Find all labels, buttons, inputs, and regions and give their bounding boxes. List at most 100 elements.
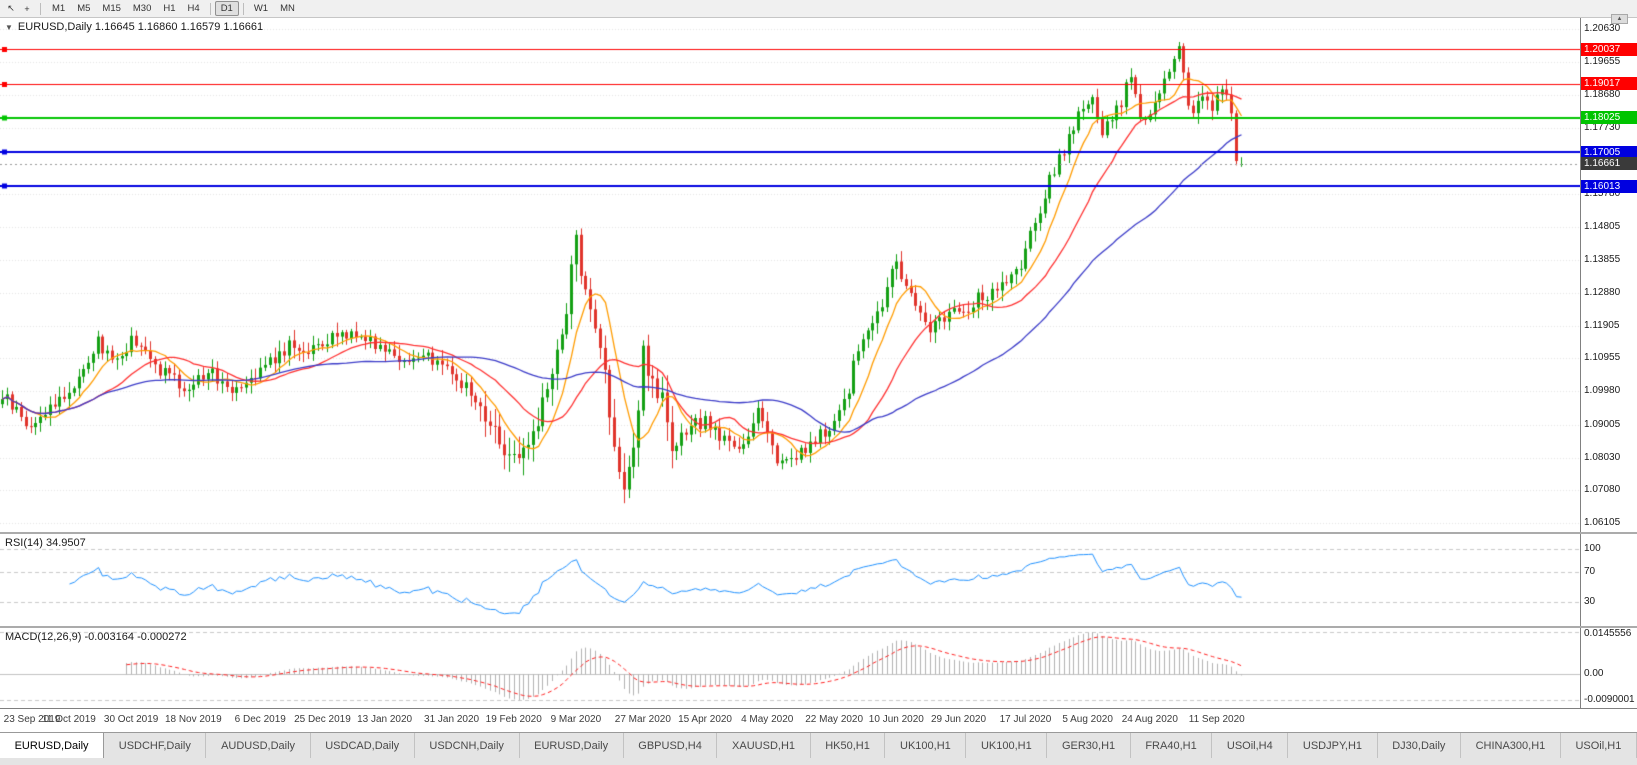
- date-label: 29 Jun 2020: [930, 714, 987, 725]
- scroll-up-button[interactable]: ▲: [1611, 14, 1628, 24]
- date-label: 13 Jan 2020: [357, 714, 413, 725]
- rsi-tick: 100: [1584, 543, 1601, 555]
- panel-splitter-2[interactable]: [0, 626, 1637, 628]
- price-tick: 1.08030: [1584, 451, 1621, 463]
- tab-usoil-h4-13[interactable]: USOil,H4: [1212, 733, 1289, 758]
- tab-usdcad-daily-3[interactable]: USDCAD,Daily: [310, 733, 415, 758]
- tab-fra40-h1-12[interactable]: FRA40,H1: [1130, 733, 1213, 758]
- macd-title-text: MACD(12,26,9) -0.003164 -0.000272: [5, 631, 187, 643]
- macd-tick: 0.0145556: [1584, 628, 1632, 639]
- macd-axis: 0.0145556 0.00 -0.0090001: [1580, 628, 1637, 708]
- tab-eurusd-daily-0[interactable]: EURUSD,Daily: [0, 733, 105, 758]
- tab-hk50-h1-8[interactable]: HK50,H1: [810, 733, 886, 758]
- chart-tabbar: EURUSD,Daily USDCHF,Daily AUDUSD,Daily USDC…: [0, 732, 1637, 765]
- scroll-up-icon: ▲: [1616, 16, 1623, 22]
- timeframe-w1-button[interactable]: W1: [253, 3, 269, 14]
- tab-eurusd-daily-5[interactable]: EURUSD,Daily: [519, 733, 624, 758]
- date-label: 17 Jul 2020: [999, 714, 1052, 725]
- toolbar: ↖ + M1 M5 M15 M30 H1 H4 D1 W1 MN: [0, 0, 1637, 18]
- date-label: 5 Aug 2020: [1062, 714, 1113, 725]
- price-line-badge[interactable]: 1.20037: [1581, 42, 1637, 56]
- date-label: 11 Sep 2020: [1188, 714, 1245, 725]
- macd-title: MACD(12,26,9) -0.003164 -0.000272: [5, 631, 187, 643]
- tab-xauusd-h1-7[interactable]: XAUUSD,H1: [717, 733, 811, 758]
- macd-panel: MACD(12,26,9) -0.003164 -0.000272 0.0145…: [0, 628, 1637, 708]
- date-label: 27 Mar 2020: [614, 714, 671, 725]
- tab-uk100-h1-9[interactable]: UK100,H1: [885, 733, 967, 758]
- rsi-tick: 70: [1584, 565, 1596, 577]
- tab-audusd-daily-2[interactable]: AUDUSD,Daily: [206, 733, 311, 758]
- timeframe-m30-button[interactable]: M30: [132, 3, 152, 14]
- date-label: 22 May 2020: [805, 714, 864, 725]
- timeframe-buttons: M1 M5 M15 M30 H1 H4 D1 W1 MN: [46, 1, 301, 16]
- tab-uk100-h1-10[interactable]: UK100,H1: [966, 733, 1048, 758]
- date-label: 4 May 2020: [741, 714, 794, 725]
- tab-usdchf-daily-1[interactable]: USDCHF,Daily: [104, 733, 207, 758]
- tab-gbpusd-h4-6[interactable]: GBPUSD,H4: [623, 733, 718, 758]
- price-tick: 1.09005: [1584, 418, 1621, 430]
- price-tick: 1.06105: [1584, 517, 1621, 529]
- cursor-icon[interactable]: ↖: [7, 3, 15, 13]
- timeframe-m15-button[interactable]: M15: [102, 3, 121, 14]
- collapse-arrow-icon[interactable]: ▼: [5, 22, 13, 32]
- tab-usoil-h1-17[interactable]: USOil,H1: [1560, 733, 1637, 758]
- date-label: 9 Mar 2020: [550, 714, 602, 725]
- panel-splitter[interactable]: [0, 532, 1637, 534]
- macd-tick: -0.0090001: [1584, 694, 1635, 706]
- date-label: 10 Jun 2020: [868, 714, 924, 725]
- main-chart-panel: ▼ EURUSD,Daily 1.16645 1.16860 1.16579 1…: [0, 18, 1637, 532]
- tab-usdcnh-daily-4[interactable]: USDCNH,Daily: [414, 733, 520, 758]
- macd-canvas[interactable]: [0, 628, 1580, 708]
- price-line-badge[interactable]: 1.19017: [1581, 77, 1637, 91]
- price-tick: 1.10955: [1584, 352, 1621, 364]
- date-label: 6 Dec 2019: [234, 714, 286, 725]
- price-tick: 1.20630: [1584, 22, 1621, 34]
- timeframe-mn-button[interactable]: MN: [280, 3, 295, 14]
- rsi-canvas[interactable]: [0, 534, 1580, 626]
- toolbar-separator: [242, 2, 244, 15]
- timeframe-h4-button[interactable]: H4: [187, 3, 200, 14]
- toolbar-separator: [209, 2, 211, 15]
- price-tick: 1.17730: [1584, 121, 1621, 133]
- rsi-title-text: RSI(14) 34.9507: [5, 537, 86, 549]
- price-tick: 1.13855: [1584, 253, 1621, 265]
- price-tick: 1.09980: [1584, 385, 1621, 397]
- timeframe-m5-button[interactable]: M5: [77, 3, 91, 14]
- price-tick: 1.07080: [1584, 484, 1621, 496]
- timeframe-m1-button[interactable]: M1: [52, 3, 66, 14]
- date-label: 30 Oct 2019: [103, 714, 159, 725]
- rsi-tick: 30: [1584, 595, 1596, 607]
- current-price-badge: 1.16661: [1581, 157, 1637, 171]
- rsi-axis: 100 70 30: [1580, 534, 1637, 626]
- price-line-badge[interactable]: 1.18025: [1581, 111, 1637, 125]
- date-label: 15 Apr 2020: [678, 714, 732, 725]
- tab-china300-h1-16[interactable]: CHINA300,H1: [1460, 733, 1561, 758]
- price-tick: 1.14805: [1584, 221, 1621, 233]
- price-tick: 1.15780: [1584, 187, 1621, 199]
- price-tick: 1.18680: [1584, 89, 1621, 101]
- rsi-title: RSI(14) 34.9507: [5, 537, 86, 549]
- price-line-badge[interactable]: 1.17005: [1581, 145, 1637, 159]
- chart-title: ▼ EURUSD,Daily 1.16645 1.16860 1.16579 1…: [5, 21, 263, 33]
- main-chart-canvas[interactable]: [0, 18, 1580, 532]
- date-label: 18 Nov 2019: [164, 714, 222, 725]
- main-price-axis[interactable]: 1.20630 1.19655 1.18680 1.17730 1.15780 1.148…: [1580, 18, 1637, 532]
- date-label: 19 Feb 2020: [485, 714, 542, 725]
- tab-usdjpy-h1-14[interactable]: USDJPY,H1: [1288, 733, 1378, 758]
- tab-dj30-daily-15[interactable]: DJ30,Daily: [1377, 733, 1461, 758]
- rsi-panel: RSI(14) 34.9507 100 70 30: [0, 534, 1637, 626]
- date-axis: 23 Sep 2019 11 Oct 2019 30 Oct 2019 18 Nov …: [0, 708, 1637, 732]
- price-line-badge[interactable]: 1.16013: [1581, 179, 1637, 193]
- price-tick: 1.19655: [1584, 56, 1621, 68]
- crosshair-icon[interactable]: +: [24, 3, 30, 14]
- price-tick: 1.11905: [1584, 319, 1620, 331]
- toolbar-separator: [40, 2, 41, 15]
- date-label: 25 Dec 2019: [294, 714, 351, 725]
- date-label: 11 Oct 2019: [42, 714, 96, 725]
- timeframe-d1-button[interactable]: D1: [214, 1, 239, 16]
- timeframe-h1-button[interactable]: H1: [163, 3, 176, 14]
- date-label: 23 Sep 2019: [3, 714, 61, 725]
- tab-ger30-h1-11[interactable]: GER30,H1: [1047, 733, 1131, 758]
- macd-tick: 0.00: [1584, 668, 1604, 680]
